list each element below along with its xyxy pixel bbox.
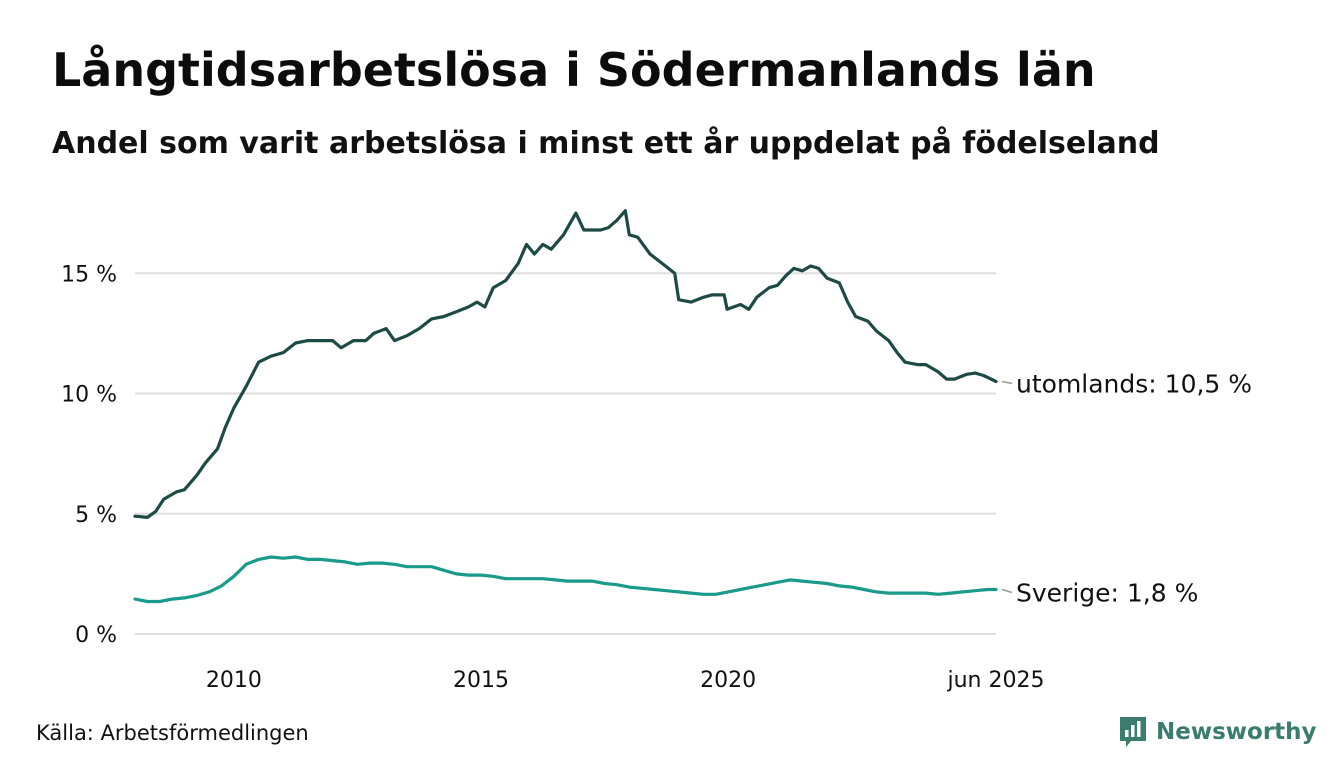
chart-title: Långtidsarbetslösa i Södermanlands län bbox=[52, 43, 1096, 97]
series-end-labels: utomlands: 10,5 % Sverige: 1,8 % bbox=[1001, 369, 1252, 608]
y-tick-label: 15 % bbox=[61, 262, 117, 287]
x-tick-label: 2010 bbox=[206, 668, 262, 693]
chart-subtitle: Andel som varit arbetslösa i minst ett å… bbox=[52, 126, 1160, 161]
series-lines bbox=[133, 209, 998, 604]
y-tick-label: 10 % bbox=[61, 383, 117, 408]
series-end-label: utomlands: 10,5 % bbox=[1016, 369, 1252, 398]
y-tick-label: 5 % bbox=[75, 503, 117, 528]
newsworthy-logo: Newsworthy bbox=[1118, 712, 1317, 752]
y-tick-label: 0 % bbox=[75, 623, 117, 648]
x-tick-label: jun 2025 bbox=[947, 668, 1045, 693]
gridlines bbox=[135, 272, 996, 635]
x-tick-label: 2020 bbox=[700, 668, 756, 693]
series-line-sverige bbox=[133, 555, 998, 604]
brand-name: Newsworthy bbox=[1156, 719, 1317, 745]
source-note: Källa: Arbetsförmedlingen bbox=[36, 721, 309, 745]
newsworthy-logo-icon bbox=[1120, 717, 1146, 747]
series-line-utomlands bbox=[133, 209, 998, 519]
y-axis-ticks: 0 % 5 % 10 % 15 % bbox=[61, 262, 117, 648]
leader-line bbox=[1001, 380, 1013, 385]
x-tick-label: 2015 bbox=[453, 668, 509, 693]
x-axis-ticks: 2010 2015 2020 jun 2025 bbox=[206, 668, 1045, 693]
series-end-label: Sverige: 1,8 % bbox=[1016, 579, 1198, 608]
leader-line bbox=[1001, 588, 1013, 594]
